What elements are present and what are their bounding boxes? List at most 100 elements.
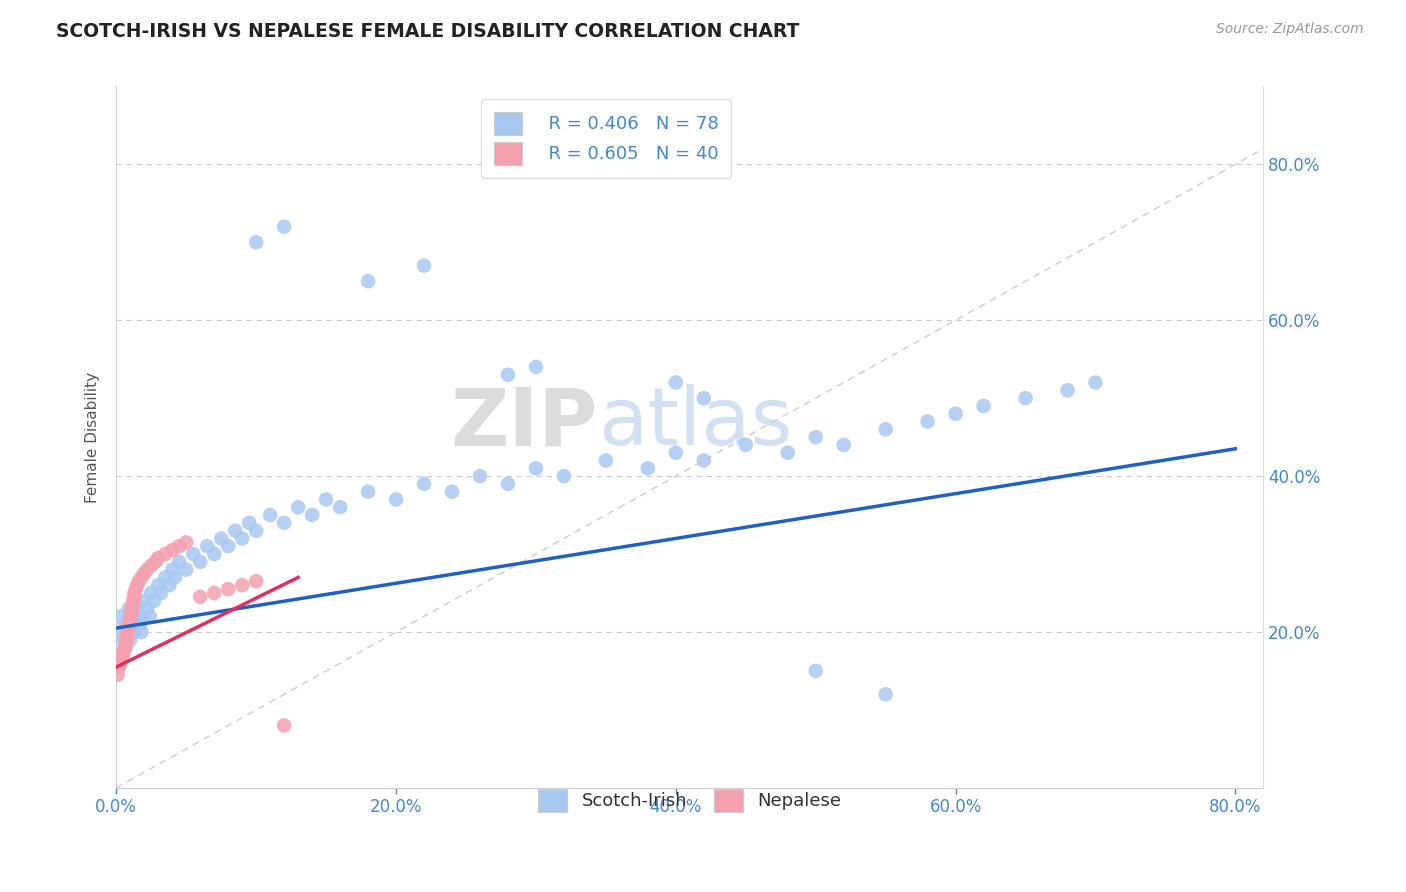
Point <box>136 601 159 615</box>
Point <box>117 629 139 643</box>
Point <box>121 601 143 615</box>
Point <box>357 274 380 288</box>
Point <box>524 461 547 475</box>
Text: atlas: atlas <box>598 384 793 462</box>
Point <box>111 624 134 639</box>
Legend: Scotch-Irish, Nepalese: Scotch-Irish, Nepalese <box>526 776 853 824</box>
Point <box>143 594 166 608</box>
Point <box>114 640 136 655</box>
Point <box>132 609 155 624</box>
Point <box>117 624 139 639</box>
Point <box>224 524 246 538</box>
Point <box>121 609 143 624</box>
Point <box>468 469 491 483</box>
Point <box>124 590 146 604</box>
Point <box>155 547 177 561</box>
Point <box>217 539 239 553</box>
Point <box>155 570 177 584</box>
Point <box>195 539 218 553</box>
Point <box>273 219 295 234</box>
Point <box>231 578 253 592</box>
Point <box>110 609 132 624</box>
Point <box>115 640 138 655</box>
Point <box>287 500 309 515</box>
Point <box>120 613 142 627</box>
Point <box>120 632 142 647</box>
Point <box>128 574 150 589</box>
Point <box>496 368 519 382</box>
Point <box>134 594 156 608</box>
Point <box>245 235 267 250</box>
Point <box>129 617 152 632</box>
Point <box>141 586 163 600</box>
Point <box>110 656 132 670</box>
Point <box>329 500 352 515</box>
Point <box>553 469 575 483</box>
Point <box>734 438 756 452</box>
Point <box>131 624 153 639</box>
Point <box>973 399 995 413</box>
Point <box>273 516 295 530</box>
Y-axis label: Female Disability: Female Disability <box>86 372 100 503</box>
Point <box>202 547 225 561</box>
Point <box>174 535 197 549</box>
Point <box>134 566 156 581</box>
Point <box>804 664 827 678</box>
Point <box>357 484 380 499</box>
Point <box>150 586 173 600</box>
Point <box>108 660 131 674</box>
Text: ZIP: ZIP <box>451 384 598 462</box>
Point <box>118 601 141 615</box>
Point <box>231 532 253 546</box>
Text: Source: ZipAtlas.com: Source: ZipAtlas.com <box>1216 22 1364 37</box>
Point <box>875 687 897 701</box>
Point <box>259 508 281 522</box>
Point <box>160 563 183 577</box>
Point <box>413 476 436 491</box>
Point <box>163 570 186 584</box>
Point <box>496 476 519 491</box>
Point <box>167 539 190 553</box>
Point <box>145 555 167 569</box>
Point <box>917 415 939 429</box>
Point <box>188 590 211 604</box>
Point <box>122 598 145 612</box>
Point <box>122 594 145 608</box>
Point <box>125 582 148 596</box>
Point <box>440 484 463 499</box>
Point <box>120 609 142 624</box>
Point <box>776 446 799 460</box>
Point <box>524 359 547 374</box>
Point <box>202 586 225 600</box>
Point <box>273 718 295 732</box>
Point <box>945 407 967 421</box>
Point <box>245 574 267 589</box>
Point <box>115 637 138 651</box>
Point <box>111 652 134 666</box>
Point <box>238 516 260 530</box>
Point <box>131 570 153 584</box>
Point <box>127 601 149 615</box>
Point <box>413 259 436 273</box>
Point <box>875 422 897 436</box>
Point <box>693 453 716 467</box>
Point <box>209 532 232 546</box>
Point <box>167 555 190 569</box>
Point <box>245 524 267 538</box>
Point <box>1056 384 1078 398</box>
Point <box>112 648 135 663</box>
Point <box>315 492 337 507</box>
Point <box>124 586 146 600</box>
Point <box>159 578 181 592</box>
Point <box>128 609 150 624</box>
Point <box>114 617 136 632</box>
Point <box>127 578 149 592</box>
Point <box>148 550 170 565</box>
Point <box>160 543 183 558</box>
Point <box>117 624 139 639</box>
Point <box>1084 376 1107 390</box>
Point <box>118 621 141 635</box>
Point <box>665 446 688 460</box>
Point <box>665 376 688 390</box>
Point <box>121 606 143 620</box>
